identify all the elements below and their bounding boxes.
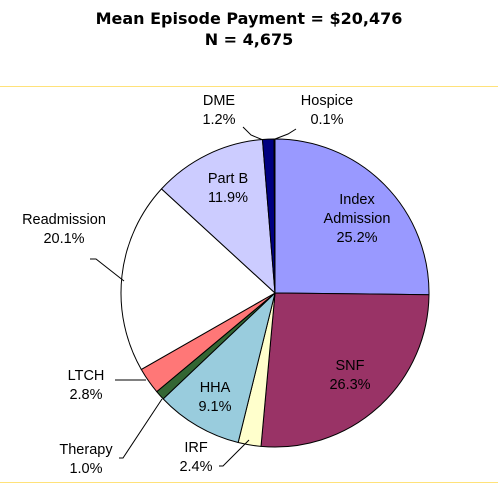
slice-value-index-admission: 25.2% <box>336 230 377 246</box>
slice-name-therapy: Therapy <box>59 442 113 458</box>
leader-line-hospice <box>274 128 297 140</box>
slice-value-dme: 1.2% <box>202 112 235 128</box>
pie-slice-hha <box>162 292 276 444</box>
plot-top-border <box>0 86 498 87</box>
slice-value-part-b: 11.9% <box>208 190 248 206</box>
leader-line-readmission <box>90 258 125 282</box>
slice-label-readmission: Readmission 20.1% <box>22 212 106 247</box>
slice-name-ltch: LTCH <box>68 368 105 384</box>
slice-label-hospice: Hospice 0.1% <box>301 93 353 128</box>
slice-value-hospice: 0.1% <box>310 112 343 128</box>
slice-label-snf: SNF 26.3% <box>329 358 370 393</box>
slice-label-ltch: LTCH 2.8% <box>68 368 105 403</box>
pie-slice-readmission <box>120 188 276 370</box>
slice-name-part-b: Part B <box>208 171 248 187</box>
leader-lines <box>90 126 297 467</box>
pie-slices <box>120 138 430 448</box>
pie-slice-snf <box>260 292 430 448</box>
pie-slice-index-admission <box>274 138 430 296</box>
slice-value-hha: 9.1% <box>198 399 231 415</box>
slice-name-readmission: Readmission <box>22 212 106 228</box>
slice-label-irf: IRF 2.4% <box>179 440 212 475</box>
slice-label-hha: HHA 9.1% <box>198 380 231 415</box>
slice-name-dme: DME <box>203 93 236 109</box>
slice-value-ltch: 2.8% <box>69 387 102 403</box>
slice-value-therapy: 1.0% <box>69 461 102 477</box>
slice-label-part-b: Part B 11.9% <box>208 171 248 206</box>
slice-label-index-admission: Index Admission 25.2% <box>324 192 391 246</box>
plot-bottom-border <box>0 482 498 483</box>
leader-line-dme <box>242 126 264 141</box>
slice-name-index-admission: Index <box>339 192 375 208</box>
pie-slice-hospice <box>273 138 276 294</box>
slice-label-therapy: Therapy 1.0% <box>59 442 113 477</box>
leader-line-therapy <box>119 398 163 459</box>
slice-name-hha: HHA <box>200 380 231 396</box>
slice-label-dme: DME 1.2% <box>202 93 235 128</box>
slice-labels: Index Admission 25.2% SNF 26.3% IRF 2.4% HHA 9.1… <box>22 93 390 477</box>
slice-value-readmission: 20.1% <box>43 231 84 247</box>
slice-name-snf: SNF <box>336 358 365 374</box>
slice-value-irf: 2.4% <box>179 459 212 475</box>
chart-title: Mean Episode Payment = $20,476 <box>95 9 403 28</box>
leader-line-irf <box>219 439 250 467</box>
chart-title-block: Mean Episode Payment = $20,476 N = 4,675 <box>0 8 498 50</box>
slice-name-irf: IRF <box>184 440 208 456</box>
slice-name-index-admission: Admission <box>324 211 391 227</box>
chart-subtitle: N = 4,675 <box>204 30 294 49</box>
slice-value-snf: 26.3% <box>329 377 370 393</box>
slice-name-hospice: Hospice <box>301 93 353 109</box>
pie-slice-part-b <box>161 139 276 294</box>
